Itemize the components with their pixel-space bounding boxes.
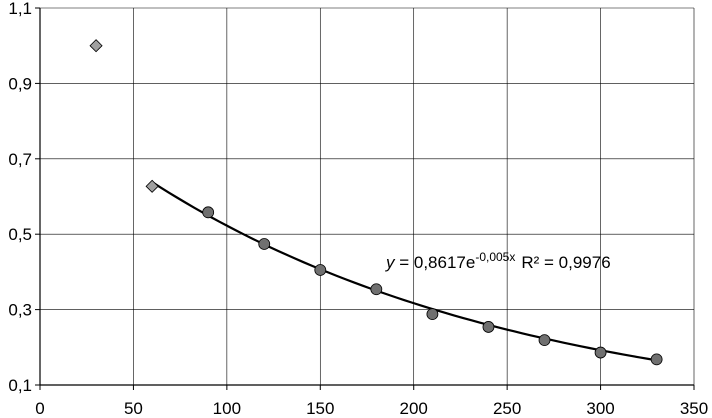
y-tick-labels: 0,1 0,3 0,5 0,7 0,9 1,1 <box>8 0 32 395</box>
x-tick-label: 350 <box>680 399 708 418</box>
data-points <box>89 39 663 366</box>
x-tick-label: 300 <box>586 399 614 418</box>
data-point-circle <box>314 264 327 276</box>
trendline-equation: y = 0,8617e-0,005x R² = 0,9976 <box>385 250 611 272</box>
y-tick-label: 0,7 <box>8 150 32 169</box>
x-tick-label: 150 <box>306 399 334 418</box>
data-point-circle <box>258 238 271 250</box>
data-point-circle <box>482 321 495 333</box>
data-point-circle <box>650 353 663 366</box>
y-tick-label: 1,1 <box>8 0 32 18</box>
x-tick-label: 100 <box>213 399 241 418</box>
data-point-circle <box>594 346 607 359</box>
data-point-diamond <box>145 179 159 193</box>
grid <box>35 7 695 390</box>
trendline <box>151 181 657 362</box>
data-point-circle <box>370 283 383 296</box>
x-tick-label: 50 <box>124 399 143 418</box>
y-tick-label: 0,3 <box>8 301 32 320</box>
x-tick-labels: 0 50 100 150 200 250 300 350 <box>35 399 708 418</box>
data-point-circle <box>538 334 551 347</box>
data-point-circle <box>426 308 439 321</box>
x-tick-label: 250 <box>493 399 521 418</box>
data-point-diamond <box>89 39 103 53</box>
y-tick-label: 0,1 <box>8 376 32 395</box>
data-point-circle <box>202 206 215 219</box>
y-tick-label: 0,9 <box>8 74 32 93</box>
y-tick-label: 0,5 <box>8 225 32 244</box>
trendline-group <box>151 181 657 362</box>
x-tick-label: 0 <box>35 399 44 418</box>
x-tick-label: 200 <box>400 399 428 418</box>
